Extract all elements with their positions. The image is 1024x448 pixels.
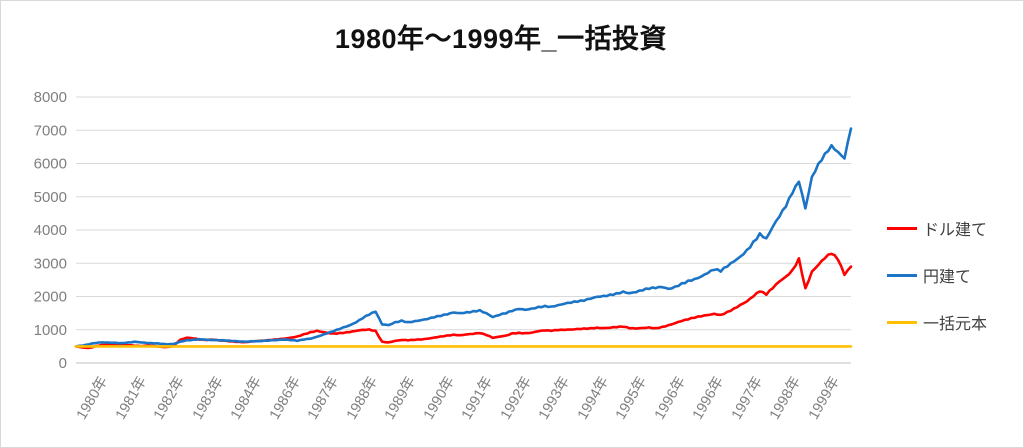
legend-swatch-principal-line (887, 320, 917, 324)
y-axis-label: 2000 (34, 289, 67, 306)
legend-swatch-dollar-line (887, 226, 917, 230)
legend-item-principal: 一括元本 (887, 310, 987, 334)
legend-label-yen: 円建て (923, 269, 972, 286)
series-line-0 (74, 252, 853, 350)
y-axis-label: 1000 (34, 322, 67, 339)
legend-label-principal: 一括元本 (923, 316, 988, 333)
series-line-1 (74, 127, 853, 348)
legend-swatch-yen-line (887, 273, 917, 277)
chart-title: 1980年～1999年_一括投資 (334, 24, 668, 54)
legend-label-dollar: ドル建て (923, 222, 988, 239)
y-axis-label: 3000 (34, 255, 67, 272)
y-axis-label: 7000 (34, 122, 67, 139)
y-axis-label: 4000 (34, 222, 67, 239)
legend-item-yen: 円建て (887, 263, 987, 287)
legend-item-dollar: ドル建て (887, 216, 987, 240)
y-axis-label: 0 (59, 355, 67, 372)
y-axis-label: 5000 (34, 189, 67, 206)
chart-legend: ドル建て 円建て 一括元本 (887, 216, 987, 334)
y-axis-label: 8000 (34, 89, 67, 106)
y-axis-label: 6000 (34, 156, 67, 173)
